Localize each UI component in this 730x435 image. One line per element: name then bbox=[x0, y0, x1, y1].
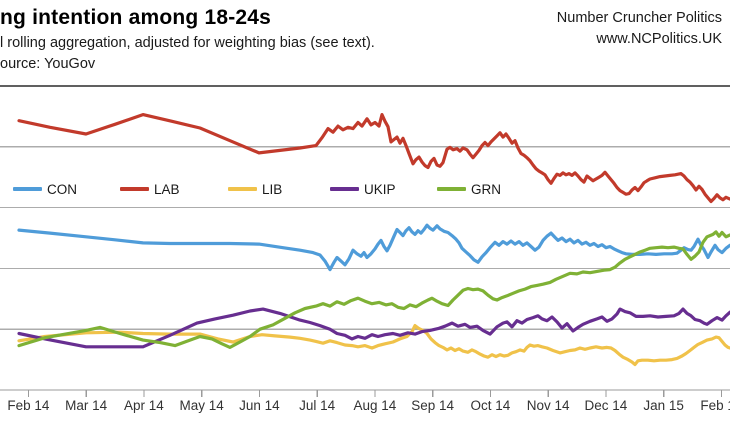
series-line-LAB bbox=[17, 112, 730, 204]
legend-swatch-GRN bbox=[437, 187, 466, 191]
page-title: ng intention among 18-24s bbox=[0, 6, 272, 29]
brand-name: Number Cruncher Politics bbox=[556, 10, 722, 26]
x-axis-label-4: Jun 14 bbox=[239, 398, 280, 413]
legend-swatch-UKIP bbox=[330, 187, 359, 191]
x-axis-label-10: Dec 14 bbox=[584, 398, 628, 413]
x-axis-label-5: Jul 14 bbox=[299, 398, 336, 413]
x-axis-label-0: Feb 14 bbox=[7, 398, 50, 413]
legend-label-LAB: LAB bbox=[154, 181, 180, 197]
brand-block: Number Cruncher Politics www.NCPolitics.… bbox=[557, 8, 722, 50]
x-axis-label-9: Nov 14 bbox=[526, 398, 570, 413]
legend-label-GRN: GRN bbox=[471, 181, 501, 197]
legend-item-LAB: LAB bbox=[120, 181, 180, 197]
x-axis-label-1: Mar 14 bbox=[65, 398, 108, 413]
legend-item-UKIP: UKIP bbox=[330, 181, 396, 197]
x-axis-label-3: May 14 bbox=[179, 398, 224, 413]
series-line-GRN bbox=[17, 230, 730, 349]
legend-swatch-LAB bbox=[120, 187, 149, 191]
chart-subtitle: l rolling aggregation, adjusted for weig… bbox=[0, 35, 375, 51]
x-axis-label-8: Oct 14 bbox=[470, 398, 511, 413]
series-line-UKIP bbox=[17, 307, 730, 349]
legend-swatch-LIB bbox=[228, 187, 257, 191]
legend-item-GRN: GRN bbox=[437, 181, 501, 197]
legend-label-CON: CON bbox=[47, 181, 77, 197]
brand-url: www.NCPolitics.UK bbox=[596, 31, 722, 47]
series-line-LIB bbox=[17, 324, 730, 367]
x-axis-label-6: Aug 14 bbox=[353, 398, 397, 413]
x-axis-label-12: Feb 15 bbox=[700, 398, 730, 413]
x-axis-label-11: Jan 15 bbox=[643, 398, 684, 413]
legend-label-LIB: LIB bbox=[262, 181, 283, 197]
x-axis-label-2: Apr 14 bbox=[124, 398, 164, 413]
legend-swatch-CON bbox=[13, 187, 42, 191]
source-note: ource: YouGov bbox=[0, 56, 96, 72]
legend-item-LIB: LIB bbox=[228, 181, 282, 197]
legend-label-UKIP: UKIP bbox=[364, 181, 396, 197]
x-axis-label-7: Sep 14 bbox=[411, 398, 455, 413]
series-line-CON bbox=[17, 223, 730, 272]
legend-item-CON: CON bbox=[13, 181, 77, 197]
